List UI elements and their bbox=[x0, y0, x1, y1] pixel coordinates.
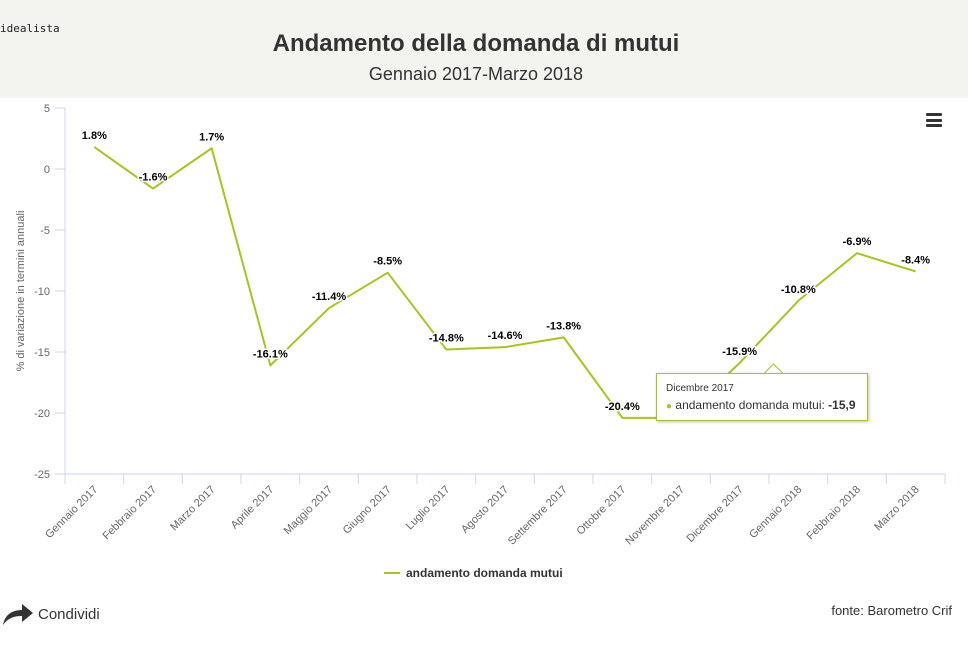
data-label: 1.8% bbox=[82, 130, 107, 142]
y-axis-label: % di variazione in termini annuali bbox=[15, 211, 27, 372]
data-label: -20.4% bbox=[605, 401, 640, 413]
chart-subtitle: Gennaio 2017-Marzo 2018 bbox=[368, 64, 584, 84]
data-label: -8.4% bbox=[901, 254, 930, 266]
tooltip-series-name: andamento domanda mutui: bbox=[675, 398, 825, 412]
x-tick-label: Settembre 2017 bbox=[506, 484, 570, 548]
data-label: -6.9% bbox=[843, 236, 872, 248]
data-label: -1.6% bbox=[139, 172, 168, 184]
x-tick-label: Maggio 2017 bbox=[282, 484, 335, 537]
tooltip: Dicembre 2017 ● andamento domanda mutui:… bbox=[656, 373, 868, 421]
data-label-halo: -16.1% bbox=[253, 348, 288, 360]
legend-label: andamento domanda mutui bbox=[406, 566, 563, 580]
data-label: -13.8% bbox=[546, 320, 581, 332]
x-tick-label: Marzo 2018 bbox=[872, 484, 922, 534]
x-tick-label: Febbraio 2017 bbox=[100, 484, 159, 543]
data-label: -15.9% bbox=[722, 346, 757, 358]
data-label-halo: -8.4% bbox=[901, 254, 930, 266]
tooltip-header: Dicembre 2017 bbox=[666, 383, 734, 394]
data-label-halo: -10.8% bbox=[781, 284, 816, 296]
y-tick-label: -25 bbox=[34, 469, 50, 481]
data-label: -14.6% bbox=[488, 330, 523, 342]
chart-title: Andamento della domanda di mutui bbox=[272, 30, 680, 57]
data-label: -8.5% bbox=[373, 256, 402, 268]
data-label-halo: -14.6% bbox=[488, 330, 523, 342]
line-chart: 50-5-10-15-20-25 Gennaio 2017 Febbraio 20… bbox=[15, 103, 946, 548]
tooltip-body: ● andamento domanda mutui: -15,9 bbox=[666, 398, 856, 412]
x-tick-label: Dicembre 2017 bbox=[685, 484, 746, 545]
y-tick-label: -5 bbox=[40, 225, 50, 237]
data-label-halo: -13.8% bbox=[546, 320, 581, 332]
x-tick-label: Giugno 2017 bbox=[341, 484, 394, 537]
data-label-halo: -20.4% bbox=[605, 401, 640, 413]
x-tick-label: Gennaio 2018 bbox=[747, 484, 804, 541]
x-tick-label: Luglio 2017 bbox=[404, 484, 453, 533]
data-label-halo: -11.4% bbox=[312, 291, 346, 303]
data-label: -11.4% bbox=[312, 291, 346, 303]
data-label: -16.1% bbox=[253, 348, 288, 360]
y-tick-label: -20 bbox=[34, 408, 50, 420]
x-tick-label: Novembre 2017 bbox=[623, 484, 687, 548]
tooltip-value: -15,9 bbox=[828, 398, 856, 412]
data-label-halo: 1.7% bbox=[199, 131, 224, 143]
data-label-halo: -15.9% bbox=[722, 346, 757, 358]
y-tick-label: -15 bbox=[34, 347, 50, 359]
data-label: 1.7% bbox=[199, 131, 224, 143]
tooltip-dot-icon: ● bbox=[666, 401, 673, 412]
share-arrow-icon bbox=[3, 604, 33, 625]
x-tick-label: Febbraio 2018 bbox=[804, 484, 863, 543]
x-tick-label: Agosto 2017 bbox=[459, 484, 511, 536]
data-label-halo: -6.9% bbox=[843, 236, 872, 248]
data-label: -14.8% bbox=[429, 333, 464, 345]
legend-item[interactable]: andamento domanda mutui bbox=[384, 566, 563, 580]
y-tick-label: 0 bbox=[44, 164, 50, 176]
hamburger-menu-icon[interactable] bbox=[926, 113, 942, 127]
y-tick-label: -10 bbox=[34, 286, 50, 298]
data-label-halo: -14.8% bbox=[429, 333, 464, 345]
share-label: Condividi bbox=[38, 605, 100, 623]
legend-line-icon bbox=[384, 572, 400, 574]
data-label: -10.8% bbox=[781, 284, 816, 296]
y-tick-label: 5 bbox=[44, 103, 50, 115]
x-tick-label: Marzo 2017 bbox=[168, 484, 218, 534]
data-label-halo: -8.5% bbox=[373, 256, 402, 268]
x-tick-label: Aprile 2017 bbox=[229, 484, 277, 532]
chart-header: idealista Andamento della domanda di mut… bbox=[0, 0, 968, 98]
x-tick-label: Gennaio 2017 bbox=[43, 484, 100, 541]
series-line bbox=[93, 146, 916, 419]
share-button[interactable]: Condividi bbox=[2, 602, 100, 626]
source-note: fonte: Barometro Crif bbox=[831, 603, 952, 618]
data-label-halo: 1.8% bbox=[82, 130, 107, 142]
data-label-halo: -1.6% bbox=[139, 172, 168, 184]
brand-label: idealista bbox=[0, 22, 60, 35]
x-tick-label: Ottobre 2017 bbox=[575, 484, 629, 538]
